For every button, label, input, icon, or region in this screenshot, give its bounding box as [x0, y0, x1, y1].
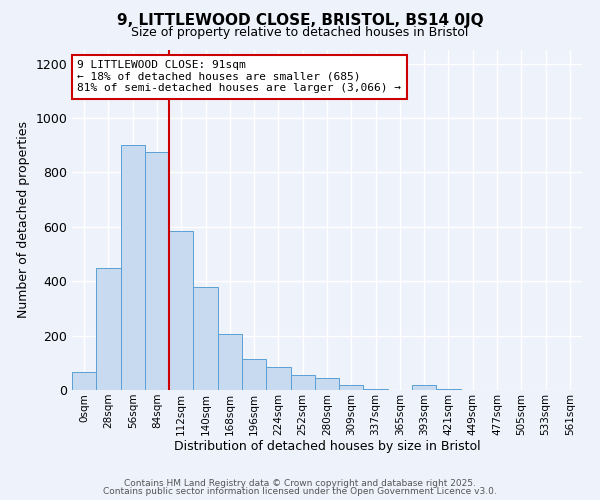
Bar [145, 152, 169, 390]
Bar [364, 388, 388, 390]
Bar [218, 334, 242, 390]
Bar [72, 372, 96, 390]
Y-axis label: Number of detached properties: Number of detached properties [17, 122, 30, 318]
Text: Contains public sector information licensed under the Open Government Licence v3: Contains public sector information licen… [103, 487, 497, 496]
Text: 9 LITTLEWOOD CLOSE: 91sqm
← 18% of detached houses are smaller (685)
81% of semi: 9 LITTLEWOOD CLOSE: 91sqm ← 18% of detac… [77, 60, 401, 94]
Bar [315, 378, 339, 390]
X-axis label: Distribution of detached houses by size in Bristol: Distribution of detached houses by size … [173, 440, 481, 454]
Bar [266, 367, 290, 390]
Text: 9, LITTLEWOOD CLOSE, BRISTOL, BS14 0JQ: 9, LITTLEWOOD CLOSE, BRISTOL, BS14 0JQ [116, 12, 484, 28]
Bar [96, 268, 121, 390]
Bar [412, 384, 436, 390]
Bar [169, 231, 193, 390]
Bar [339, 385, 364, 390]
Bar [193, 286, 218, 390]
Bar [290, 375, 315, 390]
Bar [242, 358, 266, 390]
Text: Contains HM Land Registry data © Crown copyright and database right 2025.: Contains HM Land Registry data © Crown c… [124, 478, 476, 488]
Bar [121, 145, 145, 390]
Text: Size of property relative to detached houses in Bristol: Size of property relative to detached ho… [131, 26, 469, 39]
Bar [436, 388, 461, 390]
